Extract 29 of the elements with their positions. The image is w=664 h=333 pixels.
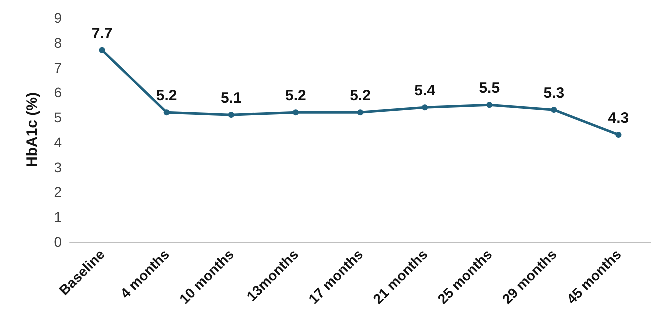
y-tick-label: 2 (54, 184, 62, 200)
y-tick-label: 9 (54, 10, 62, 26)
data-label: 5.2 (156, 88, 178, 105)
point (551, 107, 558, 114)
y-tick-label: 7 (54, 60, 62, 76)
y-tick-label: 8 (54, 34, 62, 51)
data-label: 5.2 (350, 88, 371, 105)
y-tick-label: 6 (54, 84, 62, 101)
y-tick-label: 4 (54, 134, 62, 150)
point (292, 110, 299, 116)
y-axis-title: HbA1c (%) (24, 92, 41, 168)
data-label: 5.3 (544, 85, 565, 102)
data-label: 5.4 (414, 82, 436, 100)
data-label: 4.3 (608, 110, 630, 127)
y-tick-label: 5 (54, 110, 62, 126)
data-label: 5.1 (220, 90, 242, 108)
point (486, 102, 493, 108)
y-tick-label: 1 (54, 209, 62, 226)
point (99, 47, 106, 54)
y-tick-label: 0 (54, 234, 62, 250)
data-label: 5.5 (479, 80, 500, 98)
point (616, 132, 622, 138)
point (358, 110, 364, 116)
point (422, 104, 428, 111)
y-tick-label: 3 (54, 159, 62, 176)
point (164, 110, 170, 116)
point (228, 112, 234, 118)
data-label: 7.7 (92, 25, 113, 42)
data-label: 5.2 (286, 88, 306, 105)
